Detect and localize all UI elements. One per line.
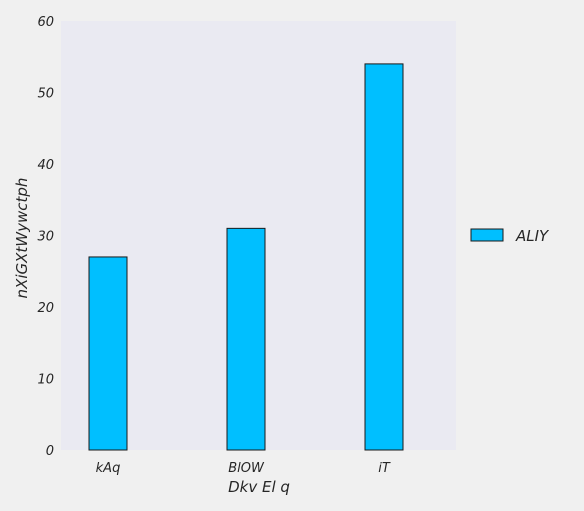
legend: ALIY <box>470 227 550 245</box>
x-axis-ticks: kAq BlOW iT <box>96 461 391 476</box>
bar <box>226 227 266 451</box>
x-tick-label: BlOW <box>228 461 265 476</box>
bars-group <box>88 63 404 451</box>
bar <box>364 63 404 451</box>
y-axis-label: nXiGXtWywctph <box>13 178 31 299</box>
y-tick-label: 40 <box>37 158 54 173</box>
x-tick-label: kAq <box>96 461 121 476</box>
y-tick-label: 10 <box>37 373 54 388</box>
legend-swatch <box>470 228 504 242</box>
y-tick-label: 20 <box>37 301 54 316</box>
legend-label: ALIY <box>515 227 550 245</box>
x-tick-label: iT <box>378 461 391 476</box>
y-tick-label: 50 <box>37 87 54 102</box>
y-tick-label: 0 <box>46 444 54 459</box>
x-axis-label: Dkv El q <box>228 478 290 496</box>
y-tick-label: 60 <box>37 15 54 30</box>
y-axis-ticks: 0 10 20 30 40 50 60 <box>37 15 54 459</box>
y-tick-label: 30 <box>37 230 54 245</box>
bar <box>88 256 128 451</box>
